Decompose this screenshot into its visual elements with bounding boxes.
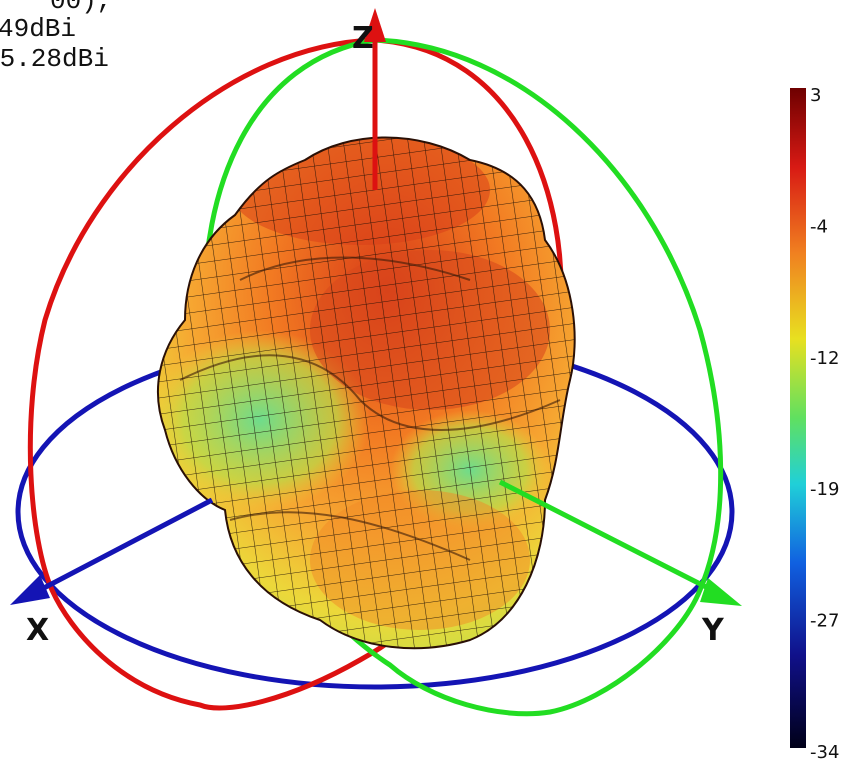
z-axis — [364, 8, 386, 190]
y-axis-label: Y — [701, 613, 725, 648]
colorbar-gradient — [790, 88, 806, 748]
info-line-peak-gain: 49dBi — [0, 14, 76, 44]
info-line-1: 00), — [50, 0, 112, 16]
colorbar-tick-label: -19 — [810, 479, 839, 500]
info-line-min-gain: 35.28dBi — [0, 44, 109, 74]
colorbar-tick-label: 3 — [810, 85, 821, 106]
colorbar-tick-label: -34 — [810, 742, 839, 762]
colorbar-tick-label: -27 — [810, 611, 839, 632]
colorbar-tick-label: -4 — [810, 216, 828, 237]
radiation-pattern-surface — [156, 136, 576, 650]
y-axis — [498, 479, 742, 606]
colorbar: 3 -4 -12 -19 -27 -34 — [790, 85, 839, 762]
colorbar-tick-label: -12 — [810, 348, 839, 369]
x-axis — [10, 497, 214, 605]
x-axis-label: X — [26, 613, 49, 648]
z-axis-label: Z — [352, 21, 374, 56]
